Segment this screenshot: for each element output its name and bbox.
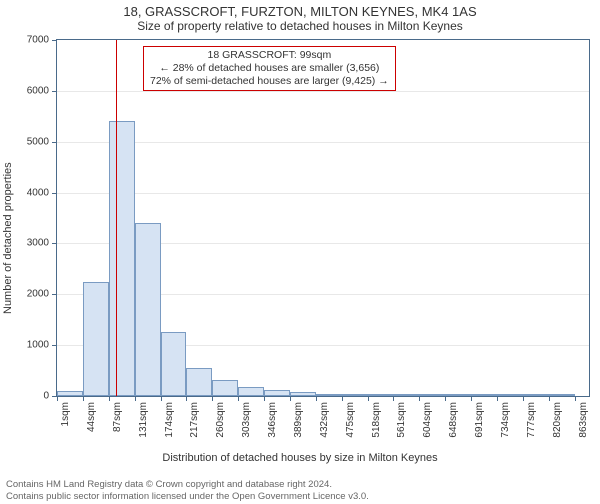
histogram-bar — [264, 390, 290, 396]
info-line-1: 18 GRASSCROFT: 99sqm — [150, 49, 389, 62]
x-tick-label: 734sqm — [500, 402, 511, 438]
x-tick-mark — [575, 396, 576, 401]
x-tick-label: 561sqm — [396, 402, 407, 438]
info-line-2: ← 28% of detached houses are smaller (3,… — [150, 62, 389, 75]
x-tick-mark — [419, 396, 420, 401]
reference-line — [116, 40, 117, 396]
bars-layer — [57, 40, 589, 396]
info-callout: 18 GRASSCROFT: 99sqm← 28% of detached ho… — [143, 46, 396, 91]
x-tick-mark — [549, 396, 550, 401]
x-tick-mark — [290, 396, 291, 401]
x-tick-mark — [368, 396, 369, 401]
histogram-bar — [368, 394, 394, 396]
histogram-bar — [57, 391, 83, 396]
x-tick-mark — [342, 396, 343, 401]
footer-attribution: Contains HM Land Registry data © Crown c… — [6, 479, 369, 502]
x-tick-mark — [109, 396, 110, 401]
x-tick-label: 475sqm — [345, 402, 356, 438]
histogram-bar — [393, 394, 419, 396]
histogram-bar — [342, 394, 368, 396]
x-tick-mark — [471, 396, 472, 401]
x-tick-label: 820sqm — [552, 402, 563, 438]
x-tick-label: 217sqm — [189, 402, 200, 438]
x-tick-mark — [445, 396, 446, 401]
x-tick-mark — [393, 396, 394, 401]
x-tick-label: 44sqm — [86, 402, 97, 432]
x-tick-mark — [316, 396, 317, 401]
chart-plot-area: 010002000300040005000600070001sqm44sqm87… — [56, 39, 590, 397]
x-tick-mark — [83, 396, 84, 401]
x-tick-label: 131sqm — [138, 402, 149, 438]
x-tick-label: 389sqm — [293, 402, 304, 438]
x-tick-mark — [57, 396, 58, 401]
x-tick-mark — [523, 396, 524, 401]
histogram-bar — [523, 394, 549, 396]
chart-title: 18, GRASSCROFT, FURZTON, MILTON KEYNES, … — [0, 4, 600, 19]
histogram-bar — [419, 394, 445, 396]
x-tick-label: 648sqm — [448, 402, 459, 438]
x-tick-label: 691sqm — [474, 402, 485, 438]
x-tick-mark — [497, 396, 498, 401]
x-tick-label: 1sqm — [60, 402, 71, 426]
chart-subtitle: Size of property relative to detached ho… — [0, 19, 600, 33]
x-tick-mark — [238, 396, 239, 401]
x-tick-label: 863sqm — [578, 402, 589, 438]
x-tick-mark — [135, 396, 136, 401]
footer-line-2: Contains public sector information licen… — [6, 491, 369, 502]
x-tick-mark — [186, 396, 187, 401]
x-tick-label: 777sqm — [526, 402, 537, 438]
histogram-bar — [109, 121, 135, 396]
histogram-bar — [83, 282, 109, 396]
x-tick-label: 303sqm — [241, 402, 252, 438]
histogram-bar — [135, 223, 161, 396]
x-tick-label: 346sqm — [267, 402, 278, 438]
x-tick-label: 87sqm — [112, 402, 123, 432]
histogram-bar — [497, 394, 523, 396]
histogram-bar — [290, 392, 316, 396]
footer-line-1: Contains HM Land Registry data © Crown c… — [6, 479, 369, 490]
x-tick-mark — [264, 396, 265, 401]
histogram-bar — [471, 394, 497, 396]
y-axis-label: Number of detached properties — [2, 162, 14, 314]
info-line-3: 72% of semi-detached houses are larger (… — [150, 75, 389, 88]
x-tick-label: 604sqm — [422, 402, 433, 438]
x-tick-label: 174sqm — [164, 402, 175, 438]
x-tick-mark — [161, 396, 162, 401]
histogram-bar — [161, 332, 187, 396]
x-tick-label: 260sqm — [215, 402, 226, 438]
histogram-bar — [445, 394, 471, 396]
histogram-bar — [316, 394, 342, 396]
histogram-bar — [186, 368, 212, 396]
histogram-bar — [238, 387, 264, 396]
x-tick-label: 518sqm — [371, 402, 382, 438]
x-tick-mark — [212, 396, 213, 401]
x-tick-label: 432sqm — [319, 402, 330, 438]
histogram-bar — [212, 380, 238, 396]
x-axis-label: Distribution of detached houses by size … — [0, 452, 600, 464]
histogram-bar — [549, 394, 575, 396]
